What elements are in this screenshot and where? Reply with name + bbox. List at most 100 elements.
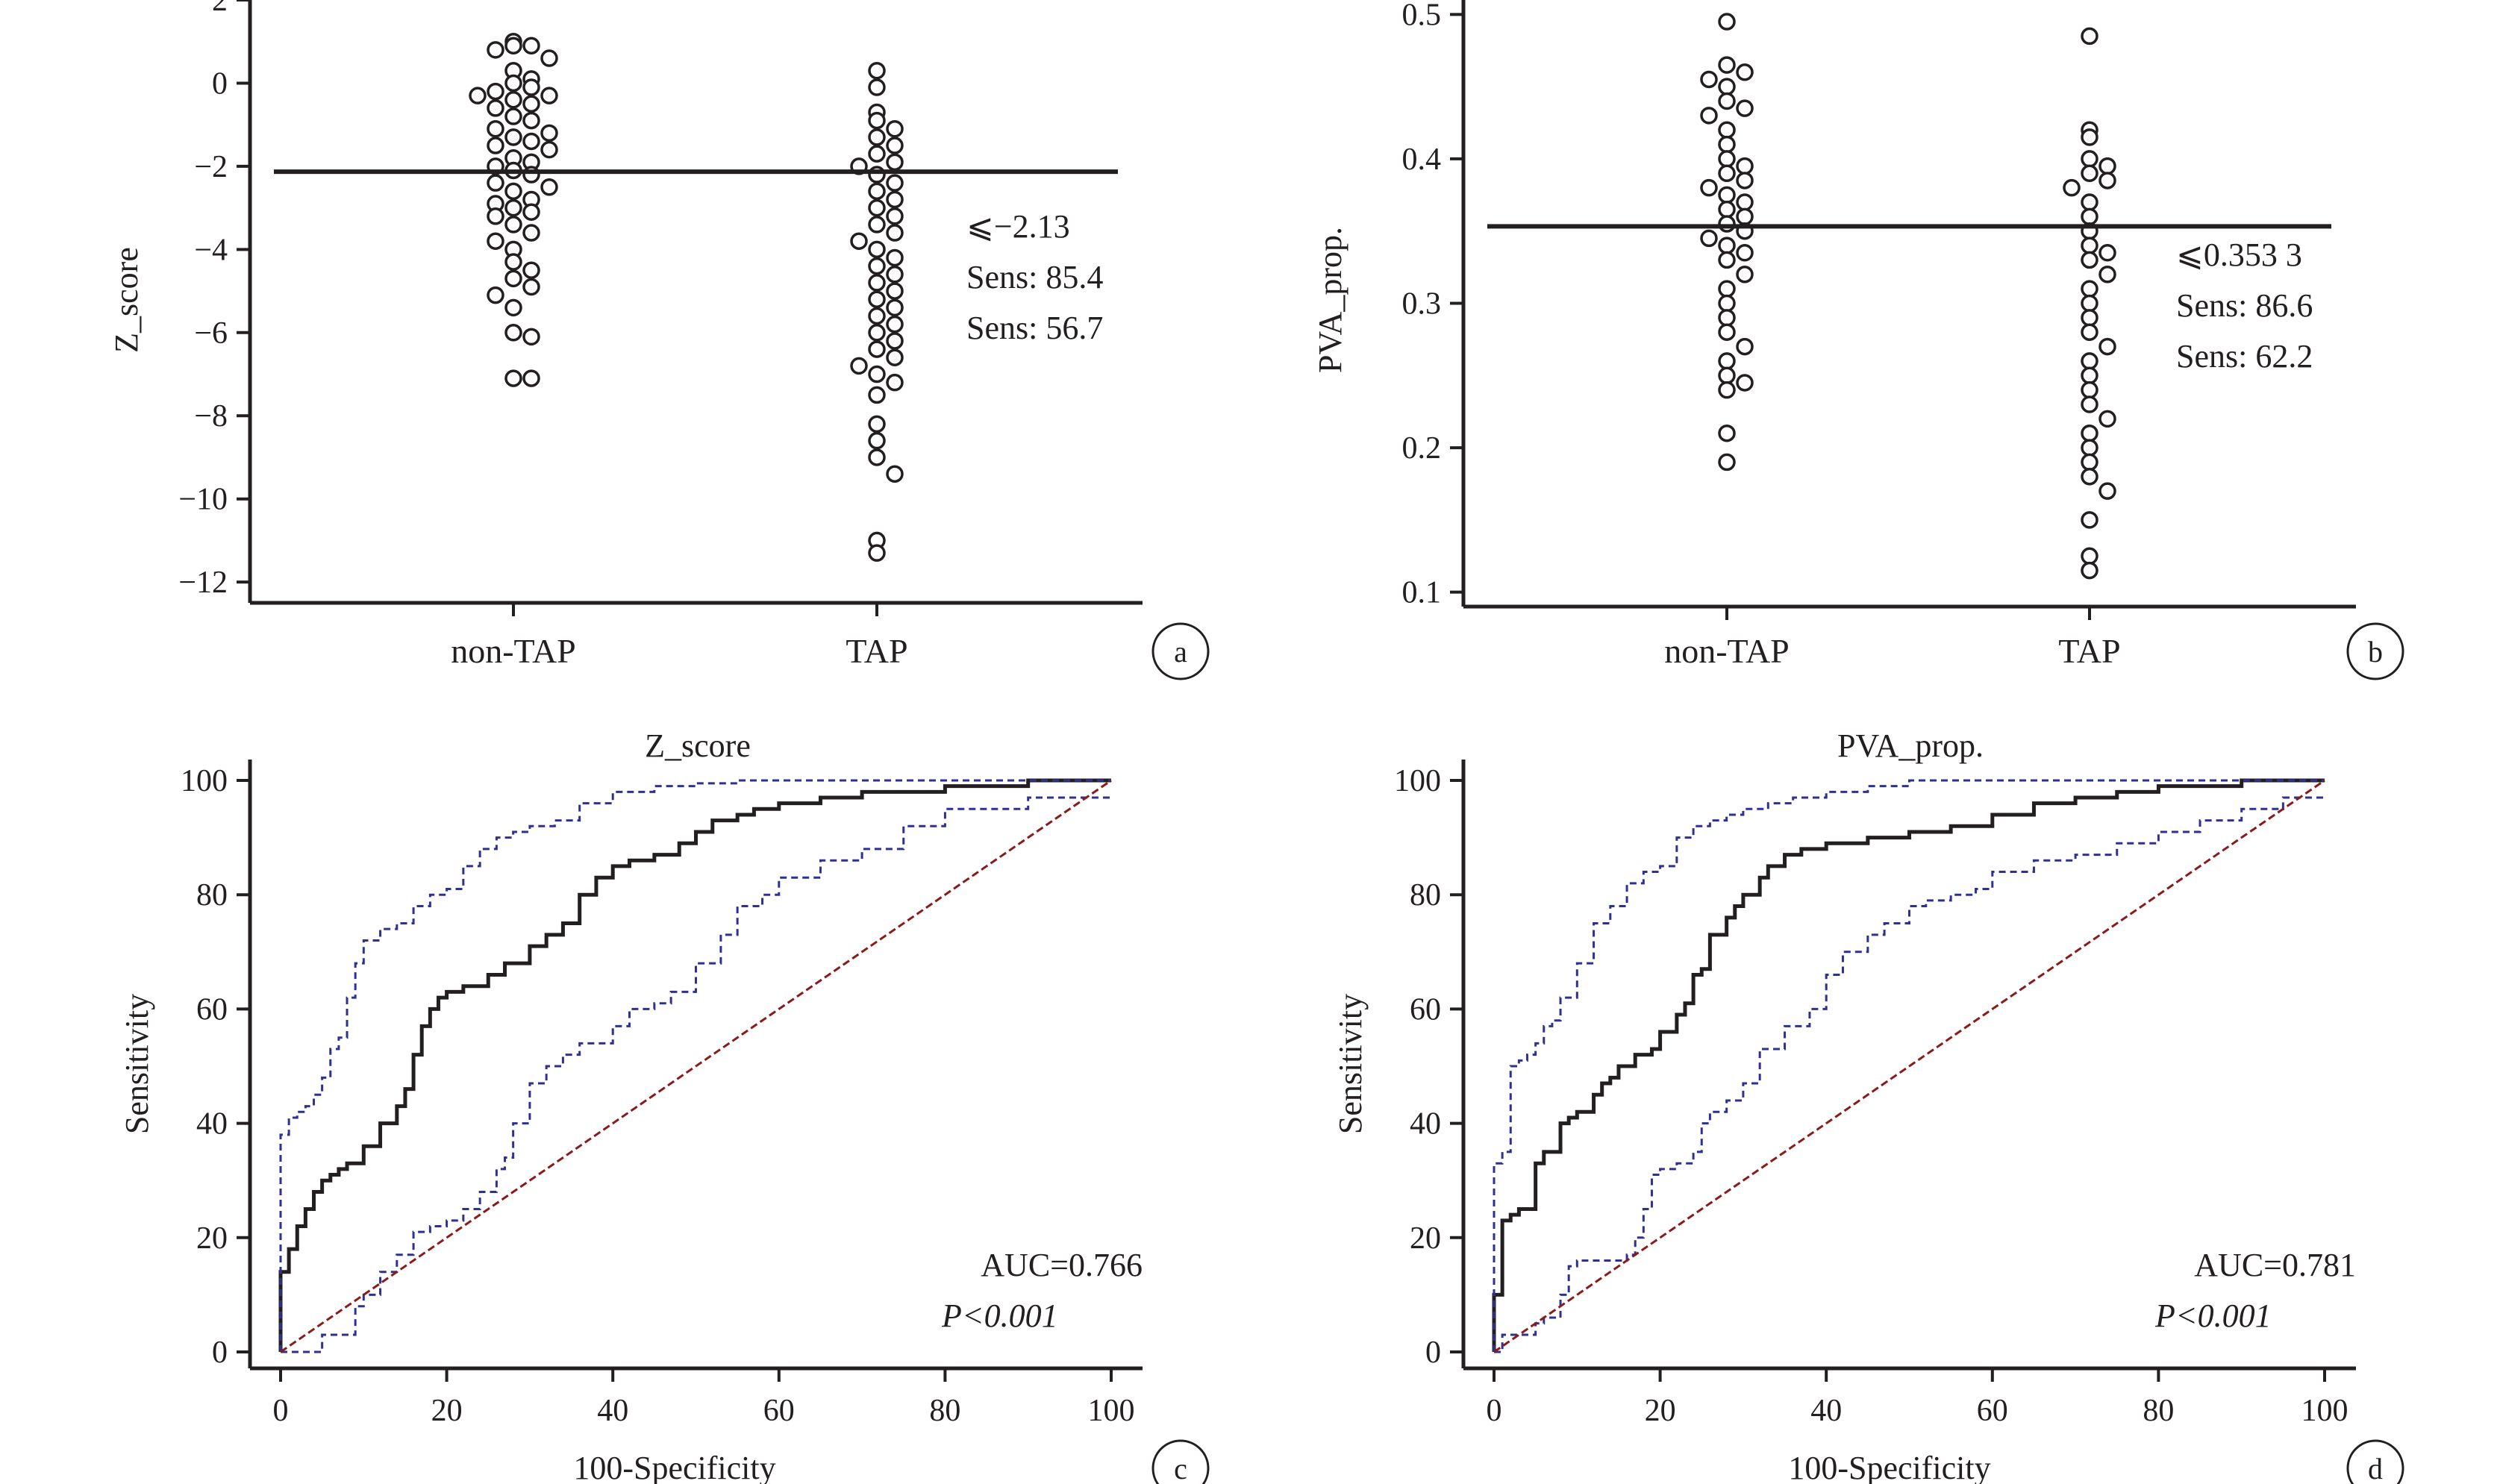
y-tick-label: −2 — [194, 150, 228, 184]
data-point — [1718, 150, 1736, 168]
data-point — [1718, 366, 1736, 385]
y-tick-label: 100 — [1394, 764, 1441, 798]
data-point — [1718, 453, 1736, 472]
data-point — [2081, 207, 2098, 226]
data-point — [1718, 381, 1736, 399]
panel-letter: c — [1174, 1452, 1187, 1484]
data-point — [868, 415, 886, 433]
p-value-annotation: P<0.001 — [941, 1297, 1058, 1334]
y-tick-label: 0 — [212, 1336, 228, 1370]
data-point — [868, 290, 886, 308]
y-axis-label: Sensitivity — [119, 994, 155, 1134]
data-point — [868, 182, 886, 201]
data-point — [2098, 410, 2116, 428]
sensitivity-annotation-1: Sens: 86.6 — [2176, 287, 2313, 324]
panel-letter: a — [1174, 635, 1187, 669]
y-axis: 0.5 0.4 0.3 0.2 0.1 — [1402, 0, 1463, 610]
data-point — [868, 240, 886, 259]
data-point — [504, 269, 522, 288]
confidence-bound-lower — [1494, 796, 2325, 1353]
chart-title: PVA_prop. — [1837, 727, 1984, 764]
data-point — [886, 190, 904, 209]
data-point — [1718, 424, 1736, 442]
panel-d-roc-chart: 0 20 40 60 80 100 0 20 40 60 80 100 PVA_prop. Sens… — [1332, 727, 2404, 1484]
p-value-annotation: P<0.001 — [2154, 1297, 2272, 1334]
data-point — [1718, 215, 1736, 233]
data-point — [1718, 135, 1736, 154]
panel-letter-circle — [2346, 1439, 2404, 1484]
data-point — [504, 90, 522, 109]
cutoff-annotation: ⩽0.353 3 — [2176, 237, 2302, 273]
y-tick-label: 2 — [212, 0, 228, 18]
data-point — [487, 82, 504, 101]
data-point — [1718, 309, 1736, 327]
y-tick-label: 0 — [212, 66, 228, 101]
data-point — [504, 253, 522, 271]
panel-letter: b — [2368, 635, 2383, 669]
data-point — [522, 278, 540, 296]
data-point — [504, 107, 522, 125]
data-point — [1736, 157, 1754, 175]
y-tick-label: 0.5 — [1402, 0, 1442, 32]
data-point — [540, 124, 558, 143]
data-point — [886, 315, 904, 334]
data-point — [886, 348, 904, 366]
y-tick-label: −4 — [194, 233, 228, 267]
data-point — [2098, 157, 2116, 175]
data-point — [886, 153, 904, 172]
y-tick-label: 80 — [196, 878, 228, 912]
data-point — [2081, 323, 2098, 341]
data-points — [469, 32, 904, 562]
panel-letter-circle — [1151, 622, 1210, 680]
data-point — [469, 87, 487, 104]
data-point — [868, 274, 886, 292]
panel-letter-circle — [1151, 1439, 1210, 1484]
data-point — [2081, 237, 2098, 254]
y-tick-label: −12 — [178, 566, 228, 600]
data-point — [868, 307, 886, 325]
y-tick-label: 40 — [1410, 1107, 1441, 1142]
x-tick-label: 80 — [2143, 1394, 2174, 1428]
data-point — [1736, 374, 1754, 392]
data-point — [540, 140, 558, 159]
panel-letter-circle — [2346, 622, 2404, 680]
category-label-tap: TAP — [2058, 632, 2120, 670]
y-tick-label: −6 — [194, 316, 228, 351]
data-point — [487, 137, 504, 154]
data-point — [522, 261, 540, 279]
data-point — [522, 203, 540, 221]
x-axis — [512, 603, 878, 616]
data-point — [1700, 178, 1718, 197]
data-point — [2081, 561, 2098, 580]
data-point — [1718, 121, 1736, 139]
data-point — [2081, 309, 2098, 327]
y-tick-label: 0.4 — [1402, 143, 1442, 177]
panel-a-dot-plot: 2 0 −2 −4 −6 −8 −10 −12 Z_score non-TAP TAP ⩽−2… — [108, 0, 1210, 680]
data-point — [487, 174, 504, 192]
data-point — [487, 41, 504, 59]
data-point — [540, 49, 558, 67]
data-point — [886, 298, 904, 317]
x-tick-label: 20 — [1645, 1394, 1676, 1428]
sensitivity-annotation-2: Sens: 56.7 — [966, 310, 1103, 346]
data-point — [1718, 92, 1736, 110]
x-tick-label: 0 — [273, 1394, 289, 1428]
panel-letter: d — [2368, 1452, 2383, 1484]
data-point — [868, 448, 886, 466]
data-point — [868, 365, 886, 383]
data-point — [1718, 78, 1736, 96]
data-point — [886, 266, 904, 284]
x-tick-label: 100 — [2301, 1394, 2348, 1428]
x-axis: 0 20 40 60 80 100 — [273, 1368, 1135, 1428]
data-point — [886, 137, 904, 154]
data-point — [504, 182, 522, 201]
x-axis: 0 20 40 60 80 100 — [1487, 1368, 2348, 1428]
y-tick-label: 60 — [1410, 992, 1441, 1027]
x-tick-label: 0 — [1487, 1394, 1502, 1428]
data-point — [2081, 128, 2098, 146]
data-point — [540, 178, 558, 196]
data-point — [868, 431, 886, 450]
y-tick-label: 80 — [1410, 878, 1441, 912]
data-point — [504, 298, 522, 317]
